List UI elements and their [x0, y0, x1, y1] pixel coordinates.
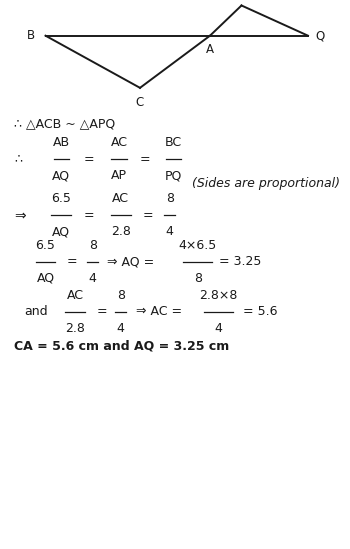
Text: and: and	[25, 305, 48, 318]
Text: ∴ △ACB ~ △APQ: ∴ △ACB ~ △APQ	[14, 117, 115, 130]
Text: 2.8: 2.8	[111, 225, 131, 238]
Text: 8: 8	[117, 289, 125, 302]
Text: ⇒ AQ =: ⇒ AQ =	[107, 255, 155, 268]
Text: 8: 8	[194, 272, 202, 285]
Text: ⇒ AC =: ⇒ AC =	[136, 305, 182, 318]
Text: ⇒: ⇒	[14, 208, 26, 222]
Text: AC: AC	[112, 192, 129, 205]
Text: 8: 8	[89, 239, 97, 252]
Text: 4: 4	[89, 272, 97, 285]
Text: 6.5: 6.5	[51, 192, 71, 205]
Text: AB: AB	[53, 136, 70, 149]
Text: Q: Q	[315, 29, 324, 42]
Text: A: A	[206, 43, 214, 56]
Text: =: =	[66, 255, 77, 268]
Text: PQ: PQ	[164, 169, 182, 182]
Text: AQ: AQ	[36, 272, 55, 285]
Text: 4×6.5: 4×6.5	[178, 239, 217, 252]
Text: 4: 4	[117, 322, 125, 335]
Text: P: P	[238, 0, 245, 1]
Text: B: B	[27, 29, 35, 42]
Text: =: =	[140, 153, 150, 166]
Text: = 3.25: = 3.25	[219, 255, 261, 268]
Text: (Sides are proportional): (Sides are proportional)	[191, 177, 340, 190]
Text: 6.5: 6.5	[36, 239, 55, 252]
Text: BC: BC	[165, 136, 182, 149]
Text: =: =	[84, 209, 95, 222]
Text: = 5.6: = 5.6	[243, 305, 278, 318]
Text: C: C	[136, 96, 144, 109]
Text: AC: AC	[111, 136, 127, 149]
Text: CA = 5.6 cm and AQ = 3.25 cm: CA = 5.6 cm and AQ = 3.25 cm	[14, 339, 229, 352]
Text: 2.8: 2.8	[65, 322, 85, 335]
Text: AQ: AQ	[52, 169, 70, 182]
Text: ∴: ∴	[14, 153, 22, 166]
Text: 4: 4	[166, 225, 174, 238]
Text: =: =	[84, 153, 95, 166]
Text: AQ: AQ	[52, 225, 70, 238]
Text: 8: 8	[166, 192, 174, 205]
Text: AP: AP	[111, 169, 127, 182]
Text: 2.8×8: 2.8×8	[199, 289, 238, 302]
Text: AC: AC	[67, 289, 84, 302]
Text: 4: 4	[215, 322, 223, 335]
Text: =: =	[142, 209, 153, 222]
Text: =: =	[97, 305, 107, 318]
